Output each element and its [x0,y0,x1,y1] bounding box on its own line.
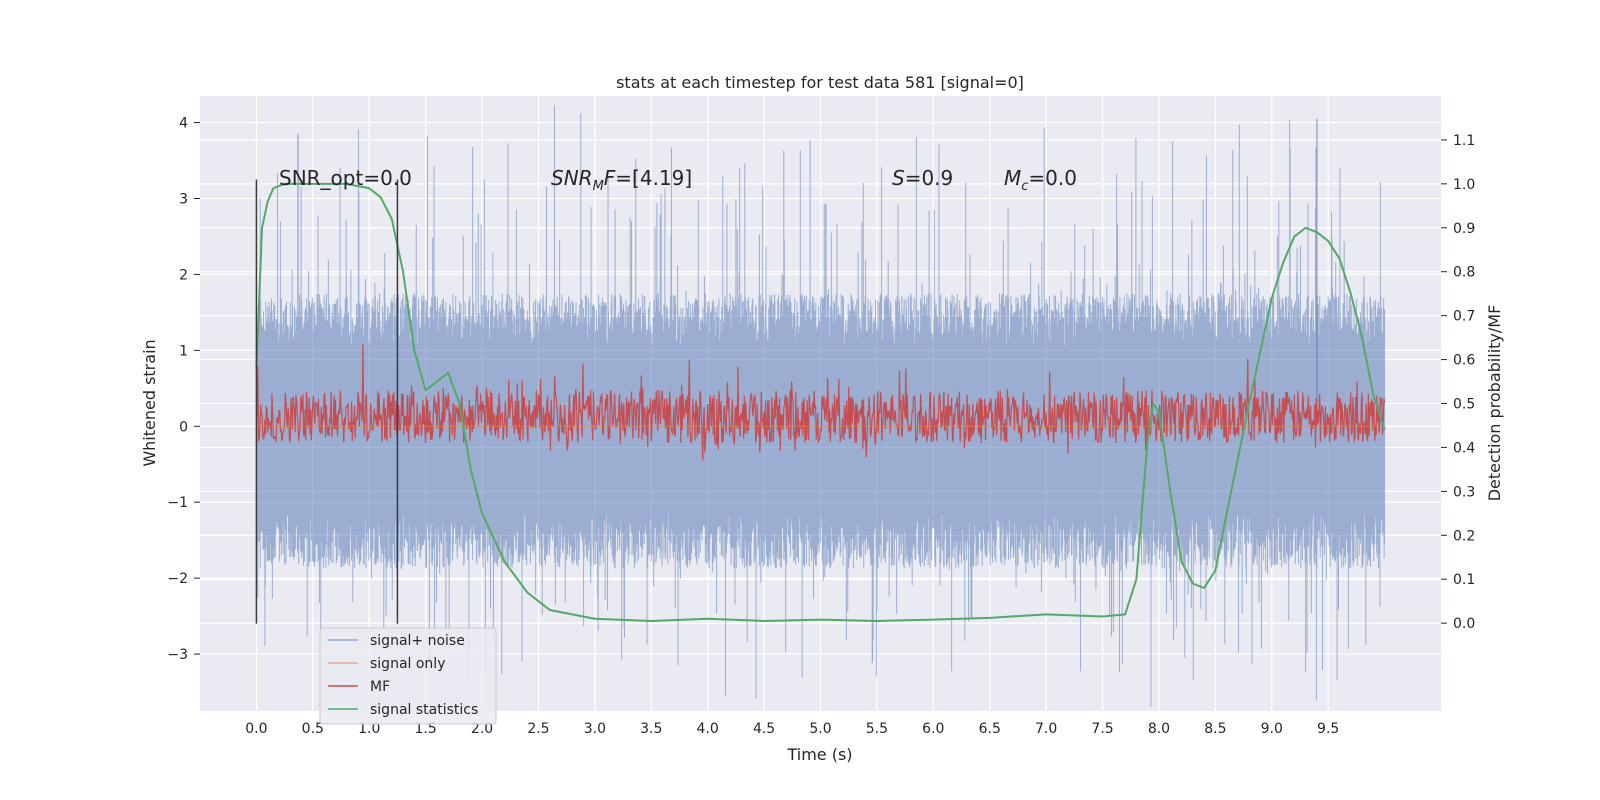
annotations: SNR_opt=0.0 SNRMF=[4.19] S=0.9 Mc=0.0 [279,166,1077,194]
ticks: 0.0 0.5 1.0 1.5 2.0 2.5 3.0 3.5 4.0 4.5 5.0 5.5 6.0 6… [167,116,1475,737]
y-tick-label: 0 [179,419,188,435]
mf-series [255,344,1386,461]
legend-label-mf: MF [370,679,390,695]
y2-tick-label: 0.6 [1453,353,1475,369]
y-axis-label: Whitened strain [140,339,159,466]
y2-tick-label: 1.1 [1453,133,1475,149]
y2-tick-label: 0.3 [1453,484,1475,500]
x-axis-label: Time (s) [786,745,852,764]
legend-box [319,627,497,725]
x-tick-label: 2.5 [527,721,549,737]
y-tick-label: 4 [179,116,188,132]
y2-axis-label: Detection probability/MF [1485,305,1504,502]
x-tick-label: 1.0 [358,721,380,737]
mf-trace [255,344,1386,461]
x-tick-label: 2.0 [471,721,493,737]
y2-tick-label: 0.0 [1453,616,1475,632]
signal-statistics-line [255,182,1386,622]
y-tick-label: −2 [167,571,188,587]
annotation-mc: Mc=0.0 [1004,166,1077,194]
x-tick-label: 9.5 [1317,721,1339,737]
legend: signal+ noise signal only MF signal stat… [319,627,497,725]
annotation-snr-mf: SNRMF=[4.19] [551,166,692,194]
x-tick-label: 8.5 [1204,721,1226,737]
x-tick-label: 5.0 [809,721,831,737]
y2-tick-label: 0.9 [1453,221,1475,237]
y-tick-label: 2 [179,267,188,283]
x-tick-label: 4.0 [697,721,719,737]
x-tick-label: 8.0 [1148,721,1170,737]
y-tick-label: 3 [179,192,188,208]
signal-statistics-series [255,182,1386,622]
x-tick-label: 4.5 [753,721,775,737]
y-tick-label: −3 [167,647,188,663]
x-tick-label: 9.0 [1261,721,1283,737]
y-tick-label: −1 [167,495,188,511]
x-tick-label: 6.0 [922,721,944,737]
x-tick-label: 5.5 [866,721,888,737]
x-tick-label: 6.5 [979,721,1001,737]
y2-tick-label: 0.2 [1453,528,1475,544]
y-tick-label: 1 [179,343,188,359]
y2-tick-label: 0.5 [1453,397,1475,413]
annotation-s: S=0.9 [892,166,953,190]
x-tick-label: 3.5 [640,721,662,737]
y2-tick-label: 1.0 [1453,177,1475,193]
x-tick-label: 3.0 [584,721,606,737]
legend-label-signal-noise: signal+ noise [370,633,465,649]
vertical-lines [255,179,399,624]
y2-tick-label: 0.8 [1453,265,1475,281]
y2-tick-label: 0.4 [1453,440,1475,456]
x-tick-label: 1.5 [415,721,437,737]
annotation-snr-opt: SNR_opt=0.0 [279,166,412,190]
y2-tick-label: 0.1 [1453,572,1475,588]
legend-label-signal-statistics: signal statistics [370,702,478,718]
x-tick-label: 0.0 [245,721,267,737]
chart-title: stats at each timestep for test data 581… [616,73,1024,92]
y2-tick-label: 0.7 [1453,309,1475,325]
x-tick-label: 7.0 [1035,721,1057,737]
x-tick-label: 0.5 [302,721,324,737]
x-tick-label: 7.5 [1091,721,1113,737]
legend-label-signal-only: signal only [370,656,445,672]
